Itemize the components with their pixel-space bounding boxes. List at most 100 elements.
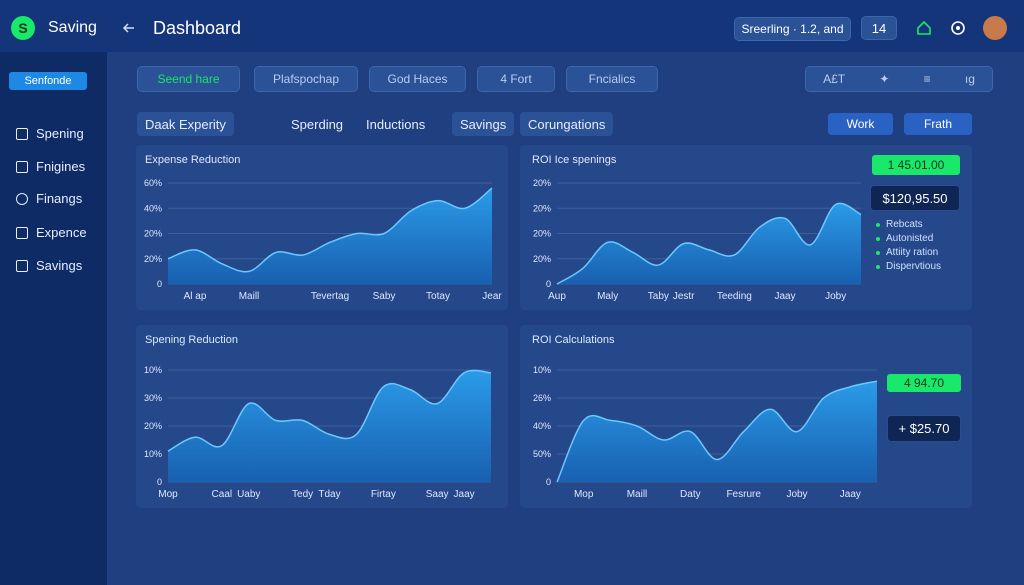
x-tick-label: Aup (548, 291, 566, 302)
area-line (167, 369, 492, 452)
nav-item[interactable]: Fnigines (16, 159, 85, 174)
toolbar-item[interactable]: A£T (823, 72, 846, 86)
legend-item: Attiity ration (876, 247, 938, 258)
filter-dropdown[interactable]: Daak Experity (137, 112, 234, 136)
amount-box: $120,95.50 (870, 185, 960, 211)
legend-label: Dispervtious (886, 261, 942, 272)
back-icon[interactable] (122, 21, 136, 35)
legend-label: Rebcats (886, 219, 923, 230)
x-tick-label: Jaay (840, 489, 861, 500)
chart-title: Spening Reduction (145, 334, 238, 346)
y-tick-label: 20% (533, 178, 551, 188)
y-tick-label: 0 (157, 279, 162, 289)
settings-icon[interactable] (949, 19, 967, 37)
y-tick-label: 50% (533, 449, 551, 459)
area (168, 370, 491, 482)
y-tick-label: 10% (144, 365, 162, 375)
chart-title: Expense Reduction (145, 154, 240, 166)
toolbar-chip[interactable]: Plafspochap (254, 66, 358, 92)
filter-item[interactable]: Savings (452, 112, 515, 136)
x-tick-label: Joby (825, 291, 846, 302)
x-tick-label: Mop (158, 489, 178, 500)
x-tick-label: Taby (648, 291, 669, 302)
y-tick-label: 0 (157, 477, 162, 487)
x-tick-label: Tedy (292, 489, 313, 500)
x-tick-label: Mop (574, 489, 594, 500)
y-tick-label: 10% (144, 449, 162, 459)
x-tick-label: Saby (373, 291, 396, 302)
notification-badge[interactable]: 14 (861, 16, 897, 40)
y-tick-label: 20% (144, 229, 162, 239)
logo[interactable]: S (11, 16, 35, 40)
frath-button[interactable]: Frath (904, 113, 972, 135)
area-line (167, 187, 493, 273)
y-tick-label: 26% (533, 393, 551, 403)
y-tick-label: 20% (144, 254, 162, 264)
home-icon[interactable] (915, 19, 933, 37)
x-tick-label: Joby (786, 489, 807, 500)
nav-item[interactable]: Expence (16, 225, 87, 240)
x-tick-label: Daty (680, 489, 701, 500)
x-tick-label: Tevertag (311, 291, 349, 302)
nav-item[interactable]: Savings (16, 258, 82, 273)
y-tick-label: 0 (546, 279, 551, 289)
value-badge: 4 94.70 (887, 374, 961, 392)
nav-label: Savings (36, 258, 83, 273)
legend-item: Autonisted (876, 233, 933, 244)
toolbar-icon[interactable]: ✦ (879, 72, 890, 86)
toolbar-chip[interactable]: Fncialics (566, 66, 658, 92)
y-tick-label: 60% (144, 178, 162, 188)
nav-label: Expence (36, 225, 87, 240)
work-button[interactable]: Work (828, 113, 893, 135)
avatar[interactable] (983, 16, 1007, 40)
x-tick-label: Caal (212, 489, 233, 500)
nav-item[interactable]: Finangs (16, 191, 82, 206)
toolbar-icon[interactable]: ≡ (923, 72, 931, 86)
y-tick-label: 20% (533, 203, 551, 213)
amount-box: + $25.70 (887, 415, 961, 442)
x-tick-label: Fesrure (726, 489, 761, 500)
y-tick-label: 40% (144, 203, 162, 213)
x-tick-label: Al ap (184, 291, 207, 302)
y-tick-label: 0 (546, 477, 551, 487)
x-tick-label: Maill (627, 489, 648, 500)
toolbar-item[interactable]: ıg (964, 72, 975, 86)
legend-item: Rebcats (876, 219, 923, 230)
filter-item[interactable]: Sperding (291, 116, 344, 132)
page-title: Dashboard (153, 18, 242, 38)
legend-label: Attiity ration (886, 247, 939, 258)
filter-item[interactable]: Corungations (520, 112, 614, 136)
chart-title: ROI Ice spenings (532, 154, 617, 166)
legend-label: Autonisted (886, 233, 934, 244)
x-tick-label: Totay (426, 291, 450, 302)
y-tick-label: 30% (144, 393, 162, 403)
x-tick-label: Jaay (454, 489, 475, 500)
nav-label: Finangs (36, 191, 83, 206)
x-tick-label: Jaay (774, 291, 795, 302)
toolbar-chip[interactable]: God Haces (369, 66, 466, 92)
sidebar (0, 52, 107, 585)
x-tick-label: Maly (597, 291, 618, 302)
legend-item: Dispervtious (876, 261, 941, 272)
value-badge: 1 45.01.00 (872, 155, 960, 175)
x-tick-label: Maill (239, 291, 260, 302)
filter-item[interactable]: Inductions (366, 116, 426, 132)
y-tick-label: 20% (533, 229, 551, 239)
toolbar-chip[interactable]: 4 Fort (477, 66, 555, 92)
nav-label: Fnigines (36, 159, 86, 174)
y-tick-label: 40% (533, 421, 551, 431)
x-tick-label: Tday (318, 489, 340, 500)
x-tick-label: Jear (482, 291, 502, 302)
sidebar-button[interactable]: Senfonde (9, 72, 87, 90)
toolbar-group: A£T ✦ ≡ ıg (805, 66, 993, 92)
nav-item[interactable]: Spening (16, 126, 84, 141)
area-line (556, 202, 862, 285)
nav-label: Spening (36, 126, 84, 141)
toolbar-chip[interactable]: Seend hare (137, 66, 240, 92)
area-line (556, 380, 878, 483)
x-tick-label: Saay (426, 489, 449, 500)
x-tick-label: Uaby (237, 489, 260, 500)
search-box[interactable]: Sreerling · 1.2, and (734, 17, 851, 41)
